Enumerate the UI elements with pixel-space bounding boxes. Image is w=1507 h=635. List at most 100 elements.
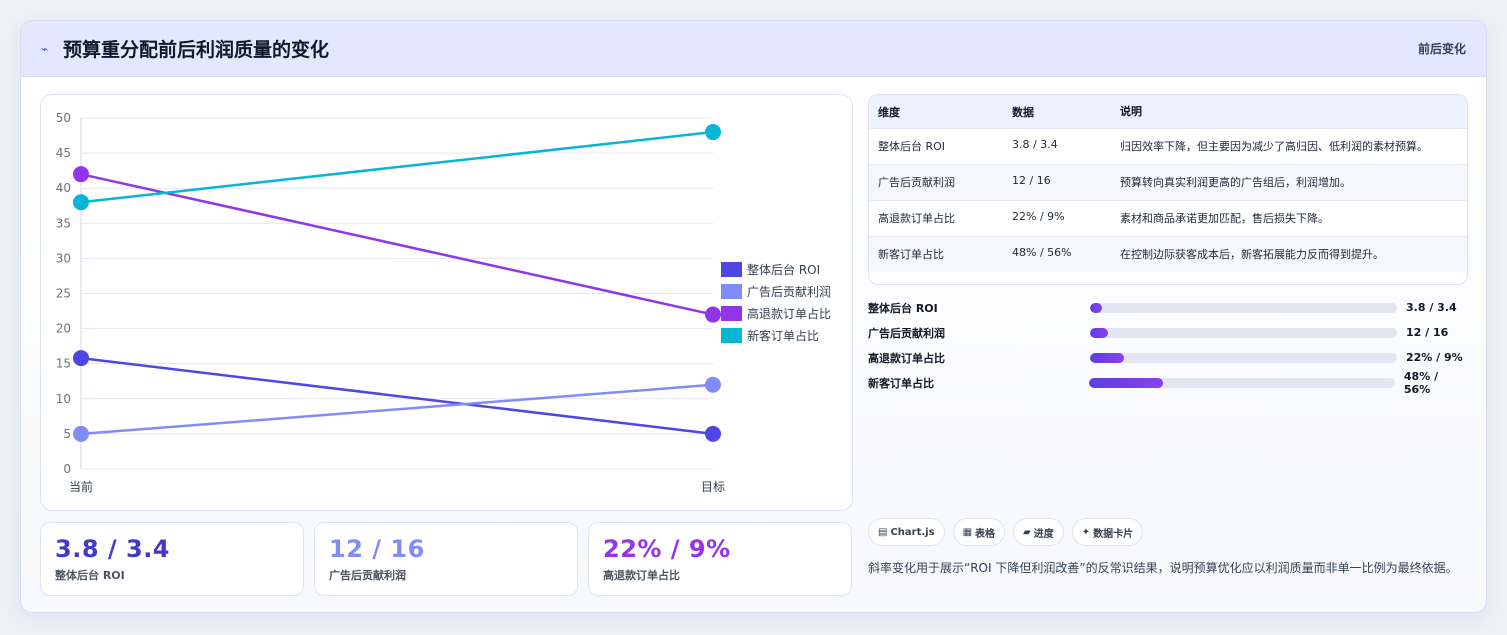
table-row: 广告后贡献利润 12 / 16 预算转向真实利润更高的广告组后，利润增加。 xyxy=(869,164,1467,200)
data-point xyxy=(73,166,89,183)
column-header: 数据 xyxy=(1012,105,1034,119)
y-tick-label: 45 xyxy=(56,146,71,160)
table-cell: 整体后台 ROI xyxy=(878,140,946,153)
tech-chip-list: ▤ Chart.js ▦ 表格 ▰ 进度 ✦ 数据卡片 xyxy=(868,518,1144,546)
y-tick-label: 10 xyxy=(56,392,71,406)
progress-icon: ▰ xyxy=(1023,526,1031,538)
table-cell: 高退款订单占比 xyxy=(878,212,955,225)
chart-card: ⌁ 预算重分配前后利润质量的变化 前后变化 0 5 10 15 20 25 30 35 40 45… xyxy=(20,20,1487,613)
trend-icon: ⌁ xyxy=(41,41,49,56)
stat-card-profit: 12 / 16 广告后贡献利润 xyxy=(314,522,578,596)
card-title: 预算重分配前后利润质量的变化 xyxy=(63,39,330,61)
column-header: 说明 xyxy=(1120,104,1142,118)
progress-list: 整体后台 ROI 3.8 / 3.4 广告后贡献利润 12 / 16 高退款订单占比 22… xyxy=(868,295,1468,396)
legend-swatch xyxy=(721,284,742,299)
y-tick-label: 20 xyxy=(56,322,71,336)
table-cell: 22% / 9% xyxy=(1012,210,1065,223)
legend-swatch xyxy=(721,328,742,343)
progress-label: 广告后贡献利润 xyxy=(868,326,945,340)
progress-track xyxy=(1090,352,1397,363)
legend-swatch xyxy=(721,262,742,277)
data-point xyxy=(73,194,89,211)
y-tick-label: 5 xyxy=(63,427,71,441)
legend-label: 新客订单占比 xyxy=(747,328,819,343)
x-tick-label: 当前 xyxy=(69,479,93,494)
progress-row: 整体后台 ROI 3.8 / 3.4 xyxy=(868,295,1468,320)
card-header: ⌁ 预算重分配前后利润质量的变化 前后变化 xyxy=(21,21,1486,77)
chip-label: 表格 xyxy=(975,528,996,540)
legend-label: 整体后台 ROI xyxy=(747,262,820,277)
stat-card-refund: 22% / 9% 高退款订单占比 xyxy=(588,522,852,596)
stat-label: 广告后贡献利润 xyxy=(329,569,406,582)
y-tick-label: 35 xyxy=(56,216,71,230)
legend-swatch xyxy=(721,306,742,321)
table-row: 新客订单占比 48% / 56% 在控制边际获客成本后，新客拓展能力反而得到提升… xyxy=(869,236,1467,272)
y-tick-label: 30 xyxy=(56,251,71,265)
y-tick-label: 0 xyxy=(63,462,71,476)
y-tick-label: 15 xyxy=(56,357,71,371)
table-cell: 在控制边际获客成本后，新客拓展能力反而得到提升。 xyxy=(1120,248,1384,261)
progress-fill xyxy=(1090,352,1124,363)
table-cell: 预算转向真实利润更高的广告组后，利润增加。 xyxy=(1120,176,1351,189)
stat-value: 22% / 9% xyxy=(603,535,731,563)
chip-label: 数据卡片 xyxy=(1093,528,1134,540)
progress-fill xyxy=(1089,377,1163,388)
stat-label: 高退款订单占比 xyxy=(603,569,680,582)
stat-value: 3.8 / 3.4 xyxy=(55,535,171,563)
table-cell: 新客订单占比 xyxy=(878,248,944,261)
chart-icon: ▤ xyxy=(878,526,888,538)
x-tick-label: 目标 xyxy=(701,480,725,494)
data-point xyxy=(705,124,721,141)
data-table: 维度 数据 说明 整体后台 ROI 3.8 / 3.4 归因效率下降，但主要因为… xyxy=(868,94,1468,285)
progress-value: 3.8 / 3.4 xyxy=(1406,301,1457,314)
table-cell: 广告后贡献利润 xyxy=(878,176,955,189)
progress-fill xyxy=(1090,302,1103,313)
table-row: 高退款订单占比 22% / 9% 素材和商品承诺更加匹配，售后损失下降。 xyxy=(869,200,1467,236)
column-header: 维度 xyxy=(878,105,900,119)
chip-table[interactable]: ▦ 表格 xyxy=(952,518,1006,546)
progress-row: 广告后贡献利润 12 / 16 xyxy=(868,320,1468,345)
series-line xyxy=(80,383,714,436)
data-point xyxy=(73,425,89,442)
chip-progress[interactable]: ▰ 进度 xyxy=(1013,518,1064,546)
stat-label: 整体后台 ROI xyxy=(55,569,125,582)
line-chart-panel: 0 5 10 15 20 25 30 35 40 45 50 当前 目标 整体后台 ROI 广告后贡献利润高… xyxy=(40,94,853,511)
data-point xyxy=(705,376,721,393)
sparkle-icon: ✦ xyxy=(1081,526,1091,538)
data-point xyxy=(705,425,721,442)
y-tick-label: 25 xyxy=(56,287,71,301)
progress-label: 整体后台 ROI xyxy=(868,301,938,315)
table-row: 整体后台 ROI 3.8 / 3.4 归因效率下降，但主要因为减少了高归因、低利… xyxy=(869,128,1467,164)
data-point xyxy=(705,306,721,323)
series-line xyxy=(80,356,714,436)
slope-chart: 0 5 10 15 20 25 30 35 40 45 50 当前 目标 整体后台 ROI 广告后贡献利润高… xyxy=(56,111,831,494)
stat-value: 12 / 16 xyxy=(329,535,425,563)
progress-fill xyxy=(1090,327,1109,338)
chip-chartjs[interactable]: ▤ Chart.js xyxy=(868,518,945,546)
progress-track xyxy=(1090,302,1397,313)
legend-label: 广告后贡献利润 xyxy=(747,284,831,299)
y-tick-label: 50 xyxy=(56,111,71,125)
progress-value: 22% / 9% xyxy=(1406,351,1463,364)
series-line xyxy=(80,172,714,316)
table-cell: 归因效率下降，但主要因为减少了高归因、低利润的素材预算。 xyxy=(1120,140,1428,153)
chip-data-card[interactable]: ✦ 数据卡片 xyxy=(1071,518,1144,546)
stat-card-roi: 3.8 / 3.4 整体后台 ROI xyxy=(40,522,304,596)
table-icon: ▦ xyxy=(962,526,973,538)
progress-label: 高退款订单占比 xyxy=(868,351,945,365)
table-cell: 3.8 / 3.4 xyxy=(1012,138,1058,151)
progress-row: 高退款订单占比 22% / 9% xyxy=(868,345,1468,370)
data-point xyxy=(73,350,89,367)
progress-value: 12 / 16 xyxy=(1406,326,1449,339)
chip-label: 进度 xyxy=(1033,528,1054,540)
progress-track xyxy=(1090,327,1397,338)
table-cell: 12 / 16 xyxy=(1012,174,1051,187)
header-tag: 前后变化 xyxy=(1417,42,1466,56)
y-tick-label: 40 xyxy=(56,181,71,195)
chart-note: 斜率变化用于展示“ROI 下降但利润改善”的反常识结果，说明预算优化应以利润质量… xyxy=(868,561,1458,575)
card-body: 0 5 10 15 20 25 30 35 40 45 50 当前 目标 整体后台 ROI 广告后贡献利润高… xyxy=(21,77,1486,612)
table-cell: 48% / 56% xyxy=(1012,246,1072,259)
series-line xyxy=(80,130,714,204)
legend-label: 高退款订单占比 xyxy=(747,306,831,321)
chip-label: Chart.js xyxy=(890,526,935,538)
